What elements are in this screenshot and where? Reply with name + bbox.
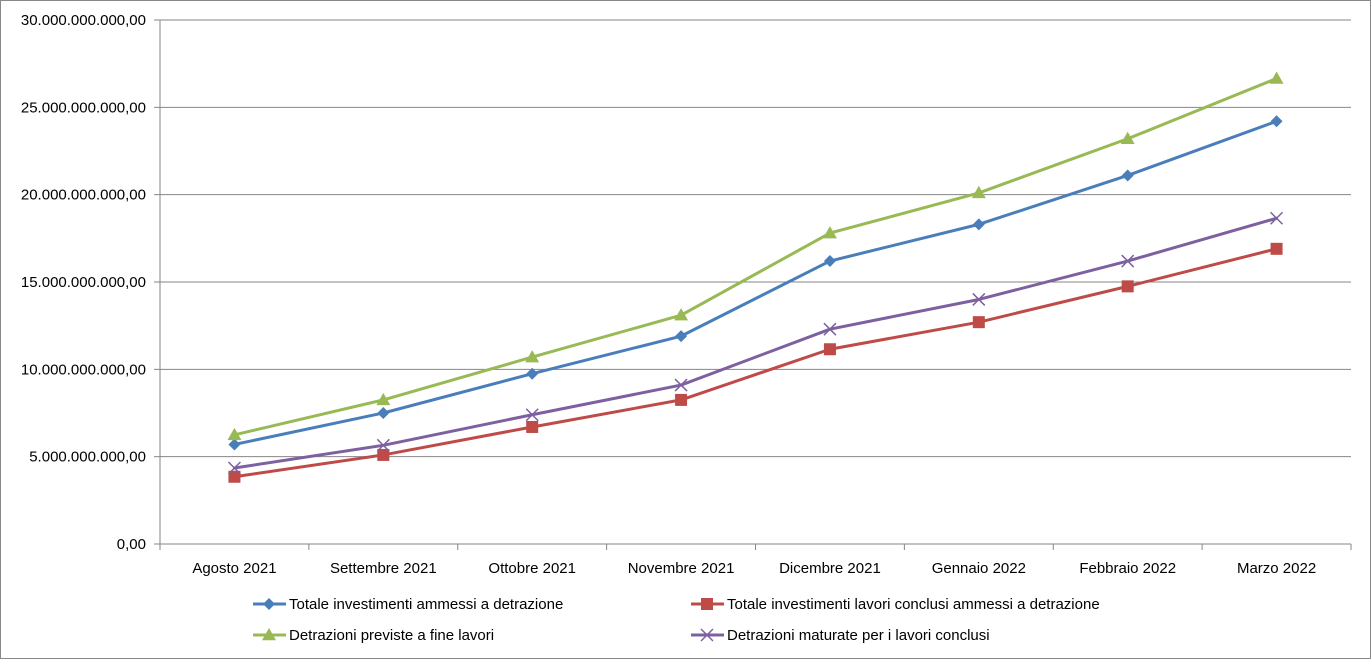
data-point <box>526 420 539 433</box>
data-point <box>822 226 837 239</box>
x-tick-label: Febbraio 2022 <box>1079 560 1176 577</box>
x-marker-stroke <box>227 461 241 475</box>
series-2 <box>228 242 1283 483</box>
x-marker-stroke <box>700 628 714 642</box>
x-marker-stroke <box>525 408 539 422</box>
data-point <box>1121 169 1134 182</box>
series-line <box>232 247 1279 479</box>
y-tick-label: 25.000.000.000,00 <box>21 99 146 116</box>
data-point <box>526 367 539 380</box>
data-point <box>823 255 836 268</box>
data-point <box>227 461 241 475</box>
legend: Totale investimenti ammessi a detrazione… <box>253 596 1100 644</box>
x-marker-stroke <box>674 378 688 392</box>
data-point <box>972 316 985 329</box>
data-point <box>1121 280 1134 293</box>
data-point <box>377 448 390 461</box>
x-marker-stroke <box>823 322 837 336</box>
data-point <box>972 218 985 231</box>
x-marker-stroke <box>376 438 390 452</box>
x-tick-label: Ottobre 2021 <box>488 560 576 577</box>
x-tick-label: Agosto 2021 <box>192 560 276 577</box>
y-tick-label: 0,00 <box>117 536 146 553</box>
y-tick-label: 5.000.000.000,00 <box>29 449 146 466</box>
series-4 <box>227 211 1284 475</box>
y-tick-label: 20.000.000.000,00 <box>21 187 146 204</box>
data-point <box>228 470 241 483</box>
data-point <box>1270 211 1284 225</box>
gridlines <box>160 19 1351 458</box>
data-point <box>675 330 688 343</box>
axes: 0,00 5.000.000.000,00 10.000.000.000,00 15.… <box>21 12 1352 577</box>
data-point <box>377 407 390 419</box>
legend-marker <box>262 628 276 641</box>
legend-entry: Detrazioni previste a fine lavori <box>253 627 494 644</box>
data-point <box>1121 254 1135 268</box>
y-tick-label: 15.000.000.000,00 <box>21 274 146 291</box>
data-point <box>227 427 242 441</box>
data-point <box>228 438 241 451</box>
x-tick-label: Settembre 2021 <box>330 560 437 577</box>
data-point <box>376 438 390 452</box>
data-point <box>823 322 837 336</box>
legend-marker <box>263 598 275 610</box>
data-point <box>376 392 391 406</box>
legend-label: Detrazioni previste a fine lavori <box>289 627 494 644</box>
x-tick-label: Novembre 2021 <box>628 560 735 577</box>
legend-marker <box>701 598 713 610</box>
data-point <box>525 408 539 422</box>
series-line <box>232 119 1279 446</box>
data-point <box>1270 115 1283 128</box>
y-tick-label: 30.000.000.000,00 <box>21 12 146 29</box>
data-point <box>971 185 986 199</box>
x-marker-stroke <box>1270 211 1284 225</box>
x-marker-stroke <box>1121 254 1135 268</box>
data-point <box>1269 71 1284 84</box>
series-3 <box>227 71 1284 441</box>
data-point <box>1120 131 1135 145</box>
legend-marker <box>700 628 714 642</box>
legend-entry: Totale investimenti lavori conclusi amme… <box>691 596 1100 613</box>
data-point <box>525 350 540 363</box>
series-line <box>232 216 1279 470</box>
x-tick-label: Marzo 2022 <box>1237 560 1316 577</box>
legend-label: Totale investimenti ammessi a detrazione <box>289 596 563 613</box>
data-point <box>1270 242 1283 255</box>
series-1 <box>228 115 1283 451</box>
legend-entry: Detrazioni maturate per i lavori conclus… <box>691 627 990 644</box>
x-tick-label: Gennaio 2022 <box>932 560 1026 577</box>
legend-label: Detrazioni maturate per i lavori conclus… <box>727 627 990 644</box>
x-tick-label: Dicembre 2021 <box>779 560 881 577</box>
data-point <box>972 292 986 306</box>
data-point <box>823 343 836 356</box>
legend-label: Totale investimenti lavori conclusi amme… <box>727 596 1100 613</box>
x-marker-stroke <box>972 292 986 306</box>
data-point <box>675 393 688 406</box>
data-point <box>674 378 688 392</box>
series-lines <box>227 71 1284 483</box>
legend-entry: Totale investimenti ammessi a detrazione <box>253 596 563 613</box>
series-line <box>232 77 1279 437</box>
data-point <box>674 308 689 321</box>
y-tick-label: 10.000.000.000,00 <box>21 361 146 378</box>
